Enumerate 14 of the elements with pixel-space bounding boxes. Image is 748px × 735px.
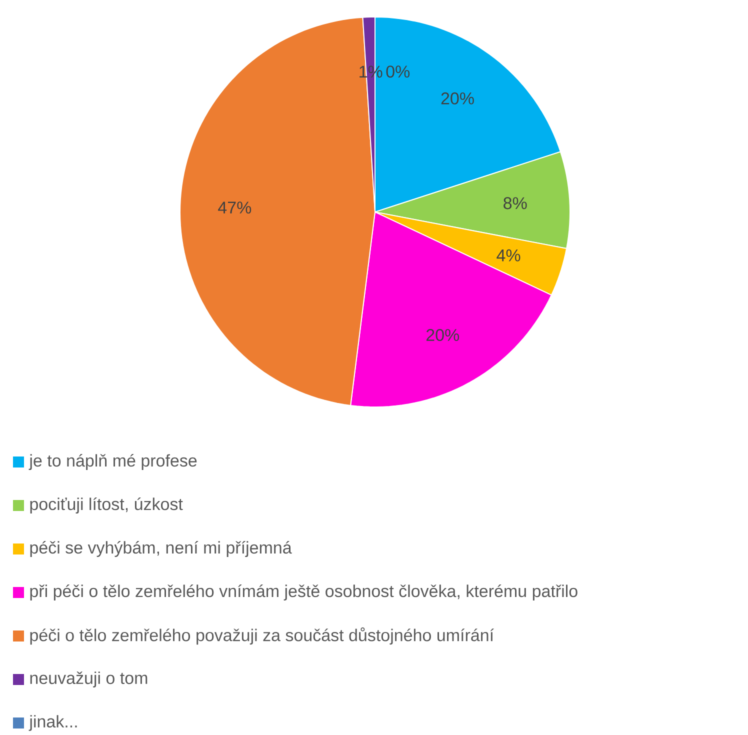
data-label: 1% <box>360 66 382 78</box>
data-label: 20% <box>441 92 474 104</box>
legend-label: jinak... <box>28 715 77 731</box>
legend-label: neuvažuji o tom <box>30 672 148 688</box>
text: 0% <box>386 66 410 78</box>
data-label: 8% <box>504 197 527 210</box>
legend-label: je to náplň mé profese <box>28 454 197 470</box>
data-label: 4% <box>496 249 520 262</box>
data-label: 20% <box>426 329 460 342</box>
data-label: 47% <box>218 202 252 214</box>
legend-label: pociťuji lítost, úzkost <box>30 497 183 514</box>
legend-label: při péči o tělo zemřelého vnímám ještě osobnost člověka, kterému patřilo <box>30 584 578 601</box>
legend-label: péči se vyhýbám, není mi příjemná <box>30 540 292 558</box>
legend-label: péči o tělo zemřelého považuji za součást důstojného umírání <box>30 627 494 645</box>
